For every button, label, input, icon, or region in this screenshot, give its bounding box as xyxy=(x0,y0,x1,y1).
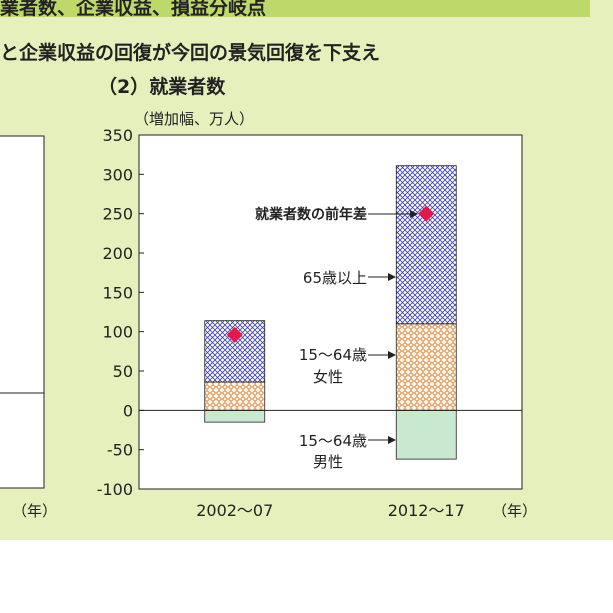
y-tick-label: 200 xyxy=(102,244,133,263)
bar-male-15-64 xyxy=(395,409,457,460)
figure-subtitle: と企業収益の回復が今回の景気回復を下支え xyxy=(0,42,381,64)
x-tick-label: 2002〜07 xyxy=(196,501,273,520)
x-tick-label: 2012〜17 xyxy=(388,501,465,520)
y-tick-label: -50 xyxy=(107,441,133,460)
annotation-65-over: 65歳以上 xyxy=(303,269,367,287)
y-tick-label: 250 xyxy=(102,205,133,224)
marker-group xyxy=(226,205,435,343)
y-unit-label: （増加幅、万人） xyxy=(134,110,254,128)
annotation-female-line2: 女性 xyxy=(313,368,343,386)
annotation-total-diff: 就業者数の前年差 xyxy=(255,206,367,223)
annotation-65-over-arrowhead xyxy=(388,273,396,281)
total-diff-marker xyxy=(418,205,435,222)
annotation-total-diff-arrowhead xyxy=(410,210,418,218)
annotation-male-arrowhead xyxy=(388,436,396,444)
y-tick-label: 300 xyxy=(102,165,133,184)
left-panel-frame xyxy=(0,135,45,489)
annotation-female-arrowhead xyxy=(388,351,396,359)
bar-male-15-64 xyxy=(204,409,266,423)
y-tick-label: 350 xyxy=(102,126,133,145)
bar-group xyxy=(204,165,457,460)
plot-area xyxy=(138,134,523,490)
y-tick-label: 100 xyxy=(102,323,133,342)
left-panel-year-unit: （年） xyxy=(12,502,57,520)
annotation-male-line1: 15〜64歳 xyxy=(299,432,367,450)
total-diff-marker xyxy=(226,326,243,343)
bar-female-15-64 xyxy=(395,323,457,411)
section-header-title: 業者数、企業収益、損益分岐点 xyxy=(0,0,267,19)
x-unit-label: （年） xyxy=(492,502,537,520)
bar-female-15-64 xyxy=(204,381,266,411)
annotation-male-line2: 男性 xyxy=(313,453,343,471)
panel-title: （2）就業者数 xyxy=(98,76,226,98)
section-header-bar: 業者数、企業収益、損益分岐点 xyxy=(0,0,590,19)
y-tick-label: 150 xyxy=(102,283,133,302)
x-axis: 2002〜07 2012〜17 xyxy=(196,501,465,520)
y-tick-label: -100 xyxy=(97,480,133,499)
bar-65-over xyxy=(395,165,457,325)
annotation-female-line1: 15〜64歳 xyxy=(299,346,367,364)
y-axis: 350 300 250 200 150 100 50 0 -50 -100 xyxy=(97,126,144,499)
y-tick-label: 50 xyxy=(113,362,133,381)
y-tick-label: 0 xyxy=(123,401,133,420)
